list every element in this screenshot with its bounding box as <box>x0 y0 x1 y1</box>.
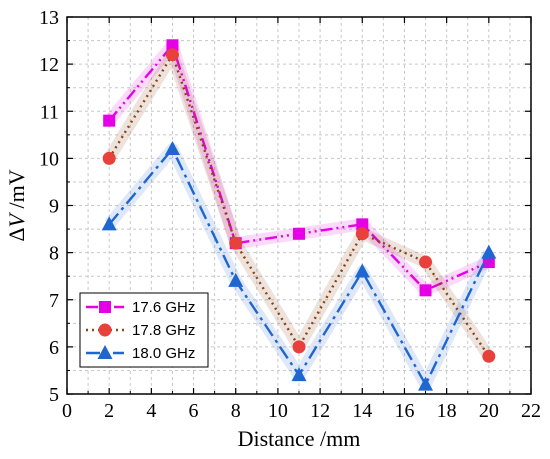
x-axis-label: Distance /mm <box>238 426 361 451</box>
y-tick-label: 5 <box>49 384 59 406</box>
y-tick-label: 6 <box>49 337 59 359</box>
data-point <box>164 140 180 155</box>
data-point <box>293 227 305 240</box>
data-point <box>292 340 306 354</box>
y-tick-label: 8 <box>49 243 59 265</box>
data-point <box>355 227 369 241</box>
x-tick-label: 22 <box>521 400 541 422</box>
legend-marker <box>99 301 111 313</box>
x-tick-label: 16 <box>394 400 414 422</box>
x-tick-label: 6 <box>189 400 199 422</box>
data-point <box>481 244 497 259</box>
data-point <box>291 367 307 382</box>
data-point <box>354 263 370 278</box>
x-tick-label: 18 <box>437 400 457 422</box>
data-point <box>419 255 433 269</box>
legend-label: 18.0 GHz <box>132 345 195 362</box>
data-point <box>103 114 116 127</box>
legend-marker <box>98 323 112 337</box>
legend: 17.6 GHz 17.8 GHz 18.0 GHz <box>79 292 209 368</box>
series-group <box>101 39 497 391</box>
y-tick-label: 12 <box>39 54 59 76</box>
data-point <box>165 48 179 62</box>
y-axis-label-part: Δ <box>4 227 29 241</box>
legend-label: 17.6 GHz <box>132 299 195 316</box>
x-tick-label: 2 <box>104 400 114 422</box>
x-tick-label: 4 <box>146 400 156 422</box>
series-18.0-ghz <box>101 140 497 391</box>
tick-labels: 0 2 4 6 8 10 12 14 16 18 20 22 5 6 7 8 9 10 11 12 13 <box>39 7 541 422</box>
data-point <box>101 216 117 231</box>
axes <box>66 16 532 395</box>
x-tick-label: 10 <box>268 400 288 422</box>
x-tick-label: 8 <box>231 400 241 422</box>
data-point <box>418 376 434 391</box>
y-axis-label: ΔV /mV <box>4 169 29 241</box>
x-tick-label: 0 <box>62 400 72 422</box>
data-point <box>229 236 243 250</box>
y-axis-label-part: /mV <box>4 169 29 214</box>
y-axis-label-part: V <box>4 211 29 227</box>
legend-marker <box>97 345 113 359</box>
x-tick-label: 12 <box>310 400 330 422</box>
x-tick-label: 20 <box>479 400 499 422</box>
data-point <box>166 39 179 52</box>
y-tick-label: 9 <box>49 196 59 218</box>
data-point <box>228 272 244 287</box>
data-point <box>102 151 116 165</box>
series-17.8-ghz <box>102 48 496 363</box>
y-tick-label: 7 <box>49 290 59 312</box>
legend-label: 17.8 GHz <box>132 322 195 339</box>
data-point <box>419 284 432 297</box>
y-tick-label: 10 <box>39 148 59 170</box>
y-tick-label: 13 <box>39 7 59 29</box>
x-tick-label: 14 <box>352 400 372 422</box>
data-point <box>356 218 369 231</box>
data-point <box>482 349 496 363</box>
y-tick-label: 11 <box>40 101 59 123</box>
